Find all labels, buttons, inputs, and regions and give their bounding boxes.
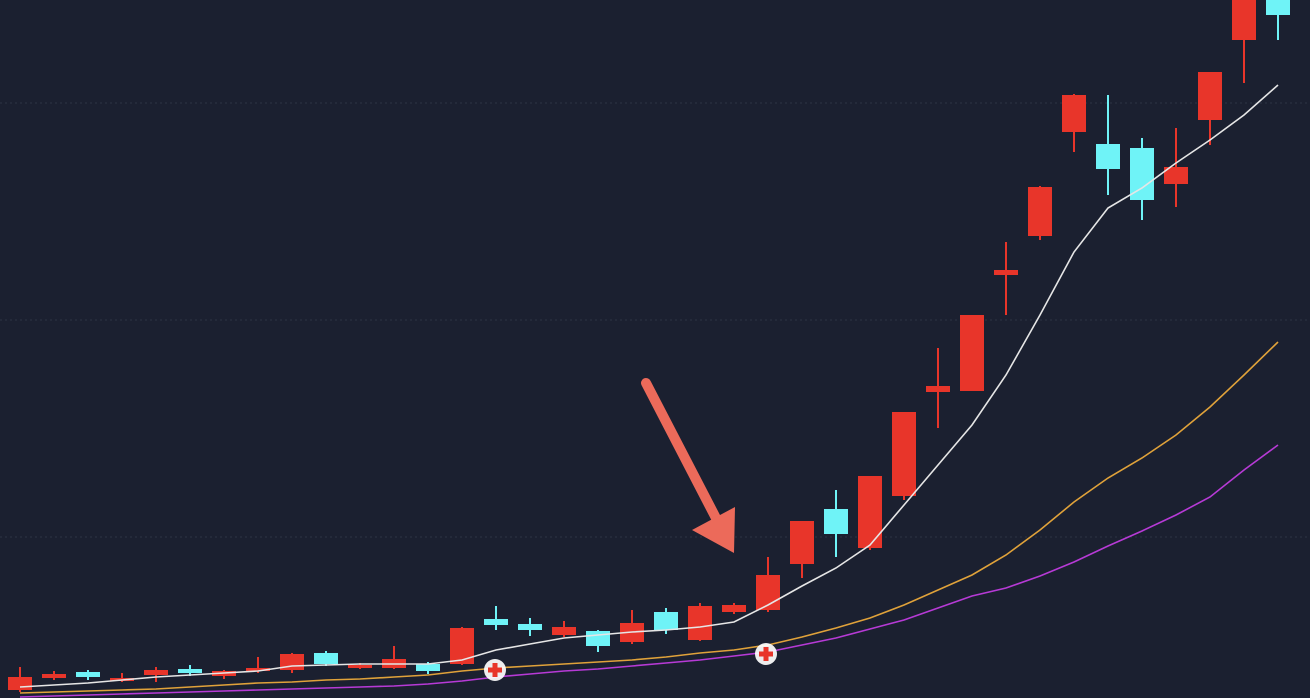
candle-body (1164, 167, 1188, 184)
candle (144, 667, 168, 682)
candle-body (1130, 148, 1154, 200)
candle (1096, 95, 1120, 195)
candle-body (144, 670, 168, 675)
moving-average-line (19, 444, 1279, 698)
candle-body (76, 672, 100, 677)
candle (994, 242, 1018, 315)
candle (1266, 0, 1290, 40)
candle-body (790, 521, 814, 564)
candle (824, 490, 848, 557)
candle (484, 606, 508, 630)
candle-body (1232, 0, 1256, 40)
candle-body (8, 677, 32, 690)
candle (790, 521, 814, 578)
moving-average-line (19, 84, 1279, 688)
candle (76, 670, 100, 680)
plot-area (8, 0, 1290, 698)
candle (280, 653, 304, 673)
candle-body (1266, 0, 1290, 15)
candle (960, 315, 984, 391)
arrow (641, 378, 735, 553)
candle (722, 603, 746, 614)
candle (1028, 186, 1052, 240)
candle (1062, 94, 1086, 152)
candle-body (688, 606, 712, 640)
candle-body (824, 509, 848, 534)
candle (858, 476, 882, 550)
candle-body (654, 612, 678, 630)
candle-body (450, 628, 474, 664)
candle-body (994, 270, 1018, 275)
candle-body (586, 631, 610, 646)
candle-body (1198, 72, 1222, 120)
candle-body (348, 665, 372, 668)
candle-body (552, 627, 576, 635)
candle (1164, 128, 1188, 207)
candle (688, 603, 712, 641)
candle-body (1062, 95, 1086, 132)
candle (1198, 72, 1222, 145)
candle-body (1028, 187, 1052, 236)
candle (552, 621, 576, 637)
candle (314, 651, 338, 666)
candle-body (722, 605, 746, 612)
candle (450, 627, 474, 665)
candle-body (960, 315, 984, 391)
candle-body (892, 412, 916, 496)
candle-body (246, 668, 270, 671)
candle-body (926, 386, 950, 392)
moving-average-line (19, 341, 1279, 694)
grid (0, 102, 1310, 538)
candle-body (314, 653, 338, 664)
candle (518, 618, 542, 636)
candle-body (858, 476, 882, 548)
candle (926, 348, 950, 428)
candle-body (42, 674, 66, 678)
signal-marker (484, 659, 506, 681)
annotations (484, 378, 777, 681)
candle-body (178, 669, 202, 673)
candle (1130, 138, 1154, 220)
candle (892, 412, 916, 500)
candle-body (1096, 144, 1120, 169)
candle (178, 665, 202, 676)
candle-body (416, 664, 440, 671)
candle (1232, 0, 1256, 83)
candle-body (484, 619, 508, 625)
signal-marker (755, 643, 777, 665)
candle-body (518, 624, 542, 630)
candle (42, 671, 66, 680)
